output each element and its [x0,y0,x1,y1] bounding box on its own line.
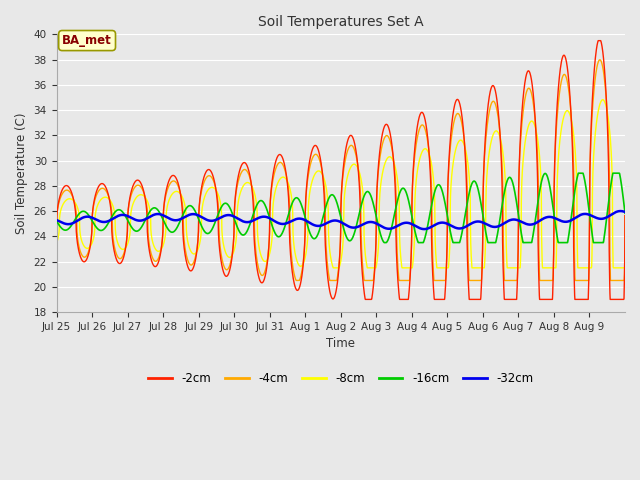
Legend: -2cm, -4cm, -8cm, -16cm, -32cm: -2cm, -4cm, -8cm, -16cm, -32cm [143,367,538,389]
Y-axis label: Soil Temperature (C): Soil Temperature (C) [15,112,28,234]
X-axis label: Time: Time [326,337,355,350]
Text: BA_met: BA_met [62,34,112,47]
Title: Soil Temperatures Set A: Soil Temperatures Set A [258,15,424,29]
